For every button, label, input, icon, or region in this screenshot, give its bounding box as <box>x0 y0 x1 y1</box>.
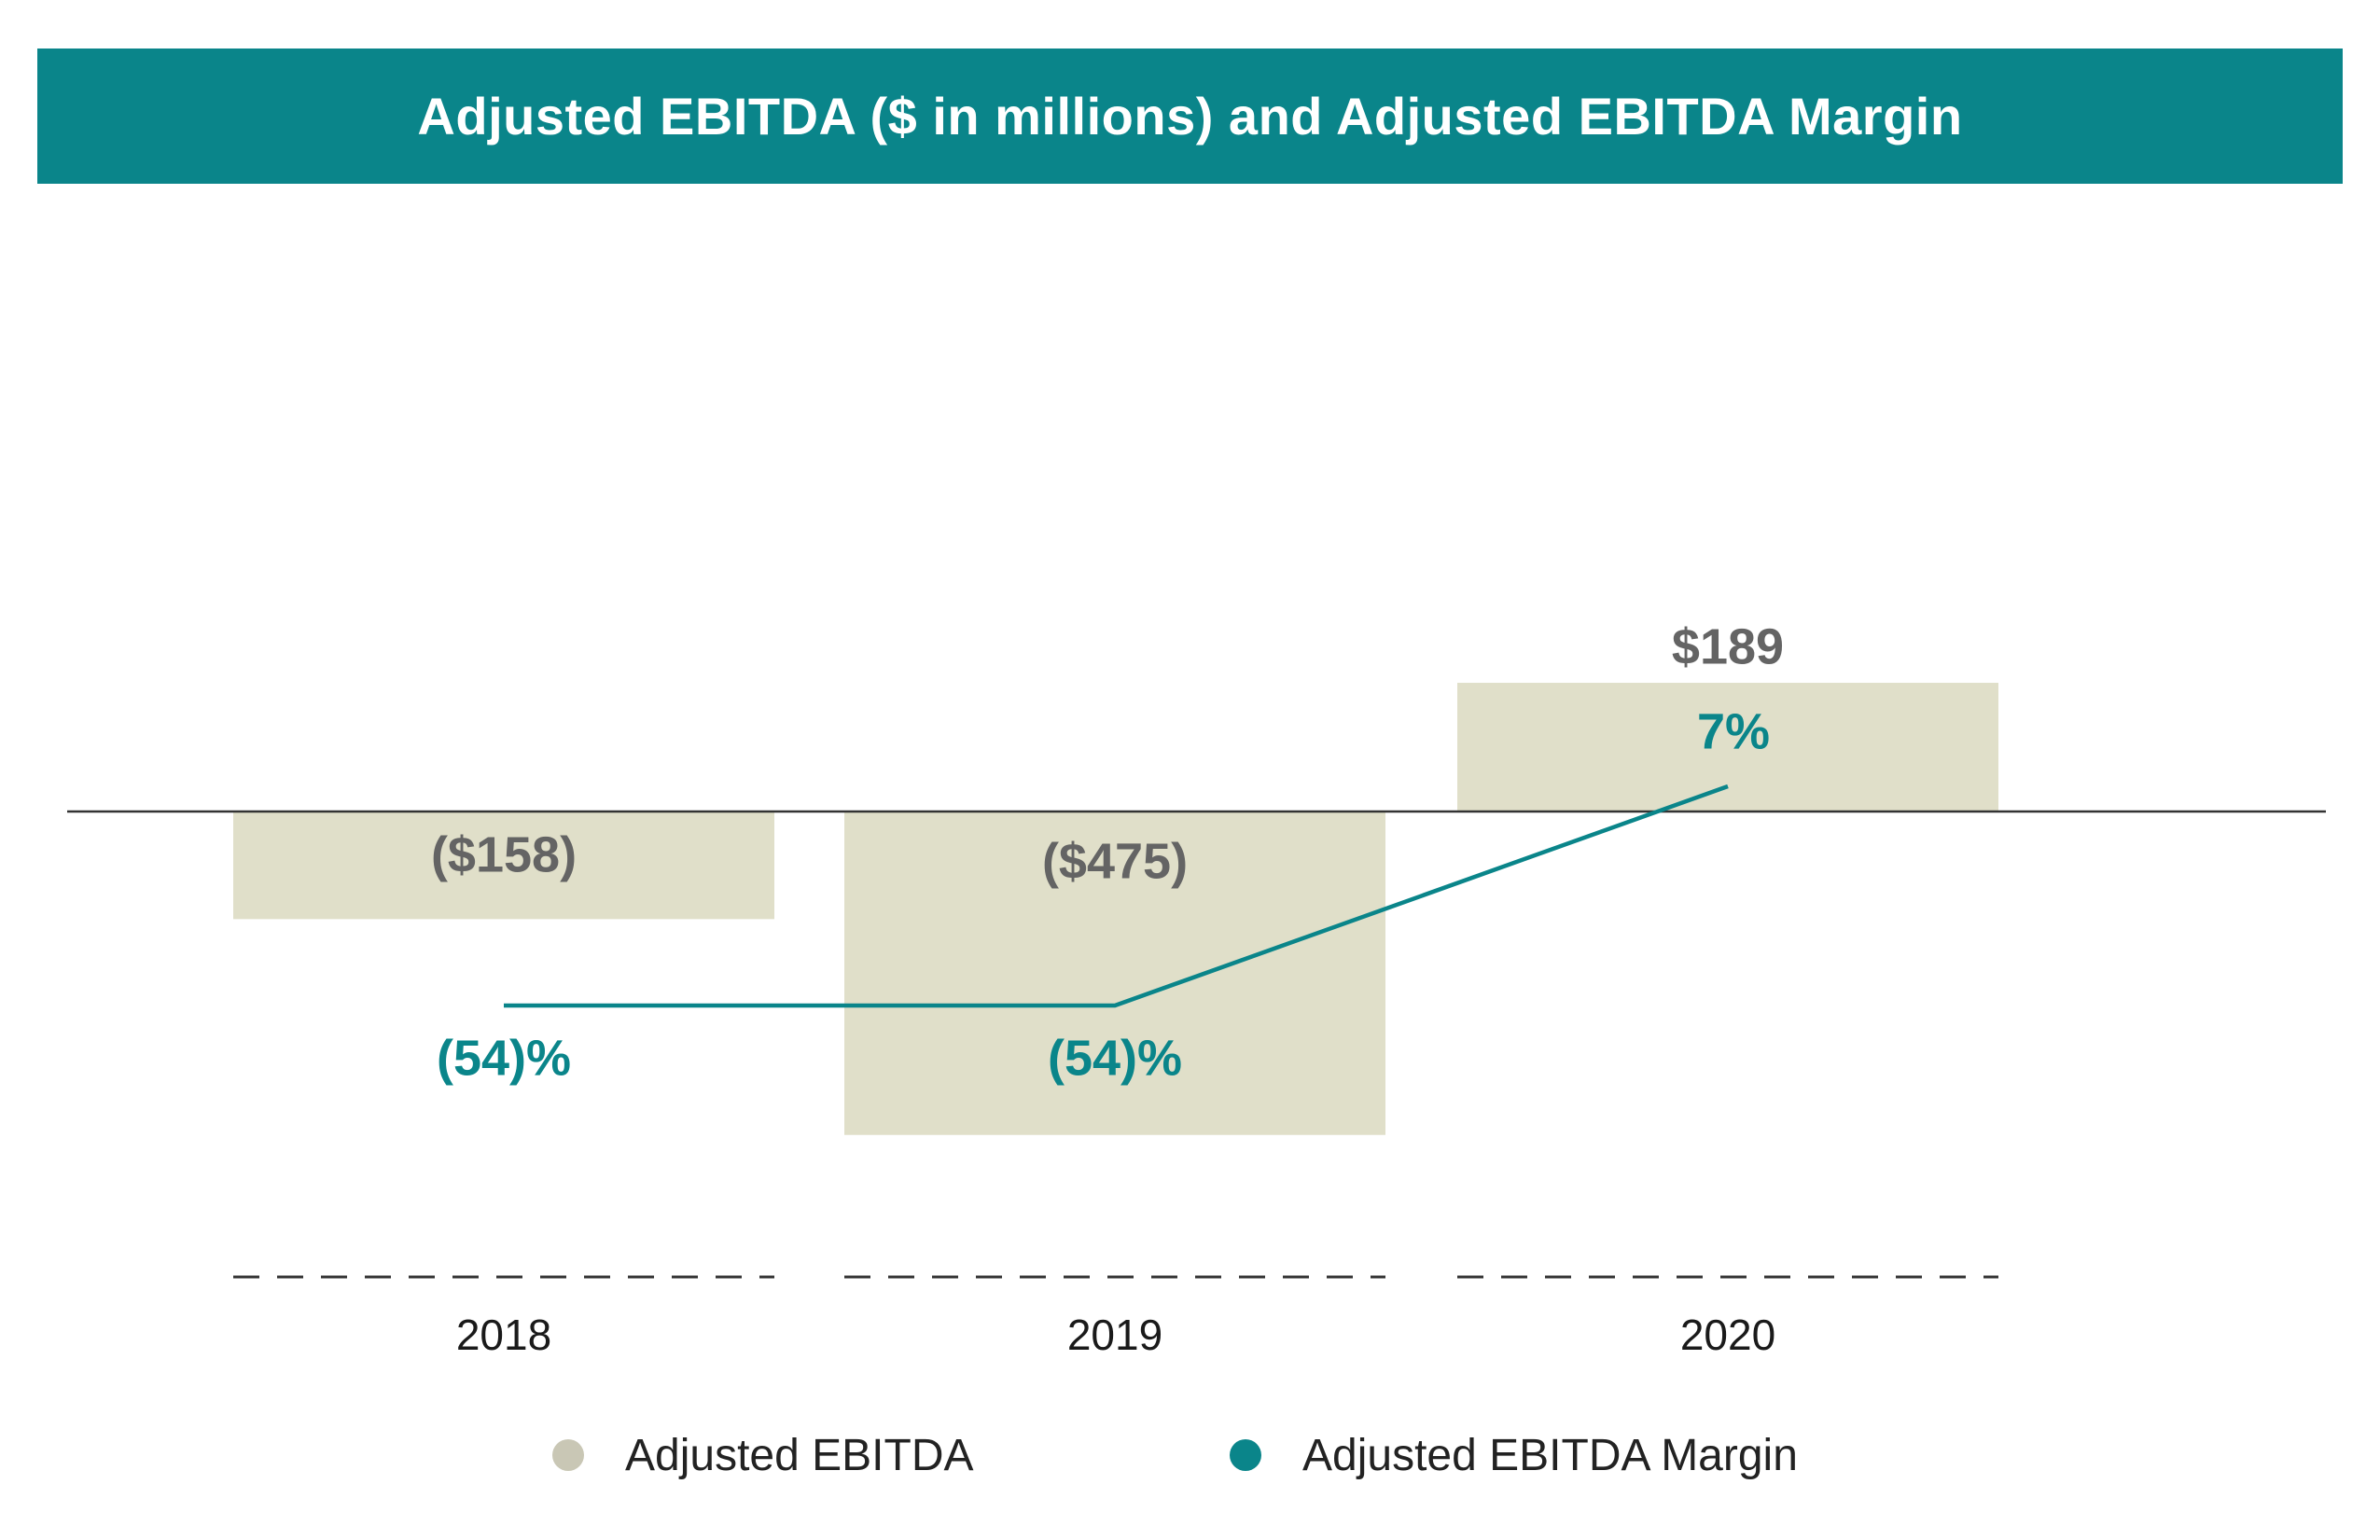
margin-label-2020: 7% <box>1697 703 1770 759</box>
chart-title: Adjusted EBITDA ($ in millions) and Adju… <box>417 87 1963 146</box>
margin-label-2019: (54)% <box>1048 1030 1182 1086</box>
x-tick-label-2018: 2018 <box>456 1311 551 1359</box>
bar-value-label-2018: ($158) <box>431 826 577 882</box>
legend-item-margin: Adjusted EBITDA Margin <box>1230 1422 1798 1488</box>
bar-value-label-2020: $189 <box>1672 618 1784 674</box>
margin-line-layer <box>504 784 1729 1008</box>
margin-line <box>504 784 1729 1008</box>
bars-layer <box>233 683 1998 1135</box>
legend-label-ebitda: Adjusted EBITDA <box>625 1430 974 1480</box>
bar-2020 <box>1457 683 1998 812</box>
x-tick-label-2019: 2019 <box>1067 1311 1162 1359</box>
bar-value-label-2019: ($475) <box>1042 833 1188 889</box>
bar-2018 <box>233 812 774 920</box>
margin-label-2018: (54)% <box>437 1030 571 1086</box>
bar-2019 <box>844 812 1385 1135</box>
chart-title-bar: Adjusted EBITDA ($ in millions) and Adju… <box>37 49 2343 184</box>
legend-label-margin: Adjusted EBITDA Margin <box>1302 1430 1798 1480</box>
legend-dot-margin <box>1230 1439 1261 1471</box>
legend-item-ebitda: Adjusted EBITDA <box>552 1422 974 1488</box>
legend-dot-ebitda <box>552 1439 584 1471</box>
x-tick-label-2020: 2020 <box>1680 1311 1775 1359</box>
x-axis: 2018 2019 2020 <box>233 1275 1998 1359</box>
labels-layer: ($158) ($475) $189 (54)% (54)% 7% <box>431 618 1784 1086</box>
